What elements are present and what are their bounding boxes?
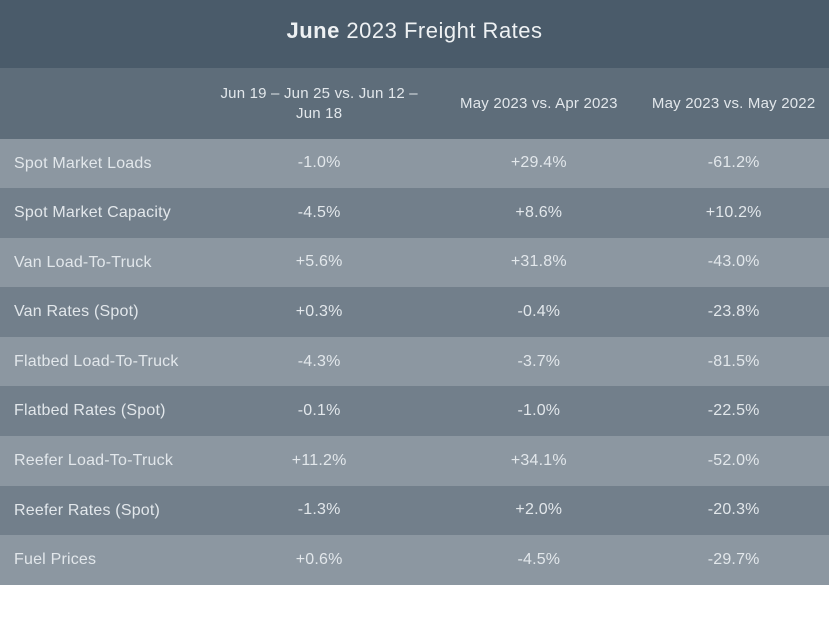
row-label: Van Rates (Spot) bbox=[0, 287, 199, 337]
table-row: Van Load-To-Truck+5.6%+31.8%-43.0% bbox=[0, 238, 829, 288]
row-value: +34.1% bbox=[439, 436, 638, 486]
row-label: Flatbed Load-To-Truck bbox=[0, 337, 199, 387]
row-value: -22.5% bbox=[638, 386, 829, 436]
row-label: Van Load-To-Truck bbox=[0, 238, 199, 288]
row-value: +31.8% bbox=[439, 238, 638, 288]
page-title: June 2023 Freight Rates bbox=[286, 18, 542, 43]
row-value: +29.4% bbox=[439, 139, 638, 189]
row-value: -0.1% bbox=[199, 386, 439, 436]
row-value: -20.3% bbox=[638, 486, 829, 536]
table-row: Reefer Rates (Spot)-1.3%+2.0%-20.3% bbox=[0, 486, 829, 536]
table-row: Reefer Load-To-Truck+11.2%+34.1%-52.0% bbox=[0, 436, 829, 486]
row-value: -4.3% bbox=[199, 337, 439, 387]
freight-rates-table: Jun 19 – Jun 25 vs. Jun 12 – Jun 18 May … bbox=[0, 68, 829, 585]
col-header-year: May 2023 vs. May 2022 bbox=[638, 68, 829, 139]
table-row: Flatbed Rates (Spot)-0.1%-1.0%-22.5% bbox=[0, 386, 829, 436]
table-row: Flatbed Load-To-Truck-4.3%-3.7%-81.5% bbox=[0, 337, 829, 387]
col-header-month: May 2023 vs. Apr 2023 bbox=[439, 68, 638, 139]
table-row: Spot Market Capacity-4.5%+8.6%+10.2% bbox=[0, 188, 829, 238]
table-row: Van Rates (Spot)+0.3%-0.4%-23.8% bbox=[0, 287, 829, 337]
row-value: -3.7% bbox=[439, 337, 638, 387]
table-head: Jun 19 – Jun 25 vs. Jun 12 – Jun 18 May … bbox=[0, 68, 829, 139]
row-value: +11.2% bbox=[199, 436, 439, 486]
col-header-week: Jun 19 – Jun 25 vs. Jun 12 – Jun 18 bbox=[199, 68, 439, 139]
table-row: Fuel Prices+0.6%-4.5%-29.7% bbox=[0, 535, 829, 585]
row-value: -43.0% bbox=[638, 238, 829, 288]
row-value: -1.0% bbox=[439, 386, 638, 436]
row-label: Spot Market Loads bbox=[0, 139, 199, 189]
col-header-metric bbox=[0, 68, 199, 139]
page-title-rest: 2023 Freight Rates bbox=[340, 18, 543, 43]
table-head-row: Jun 19 – Jun 25 vs. Jun 12 – Jun 18 May … bbox=[0, 68, 829, 139]
row-value: -1.3% bbox=[199, 486, 439, 536]
row-value: -1.0% bbox=[199, 139, 439, 189]
row-value: +5.6% bbox=[199, 238, 439, 288]
page-title-bold: June bbox=[286, 18, 339, 43]
row-label: Reefer Rates (Spot) bbox=[0, 486, 199, 536]
row-label: Spot Market Capacity bbox=[0, 188, 199, 238]
row-value: -23.8% bbox=[638, 287, 829, 337]
row-value: -81.5% bbox=[638, 337, 829, 387]
table-body: Spot Market Loads-1.0%+29.4%-61.2%Spot M… bbox=[0, 139, 829, 585]
row-value: -29.7% bbox=[638, 535, 829, 585]
row-value: -4.5% bbox=[439, 535, 638, 585]
row-value: +10.2% bbox=[638, 188, 829, 238]
row-value: +0.6% bbox=[199, 535, 439, 585]
row-label: Fuel Prices bbox=[0, 535, 199, 585]
row-value: +0.3% bbox=[199, 287, 439, 337]
row-value: +2.0% bbox=[439, 486, 638, 536]
row-label: Reefer Load-To-Truck bbox=[0, 436, 199, 486]
row-value: -52.0% bbox=[638, 436, 829, 486]
row-value: -4.5% bbox=[199, 188, 439, 238]
row-label: Flatbed Rates (Spot) bbox=[0, 386, 199, 436]
row-value: +8.6% bbox=[439, 188, 638, 238]
table-row: Spot Market Loads-1.0%+29.4%-61.2% bbox=[0, 139, 829, 189]
row-value: -61.2% bbox=[638, 139, 829, 189]
row-value: -0.4% bbox=[439, 287, 638, 337]
title-bar: June 2023 Freight Rates bbox=[0, 0, 829, 68]
